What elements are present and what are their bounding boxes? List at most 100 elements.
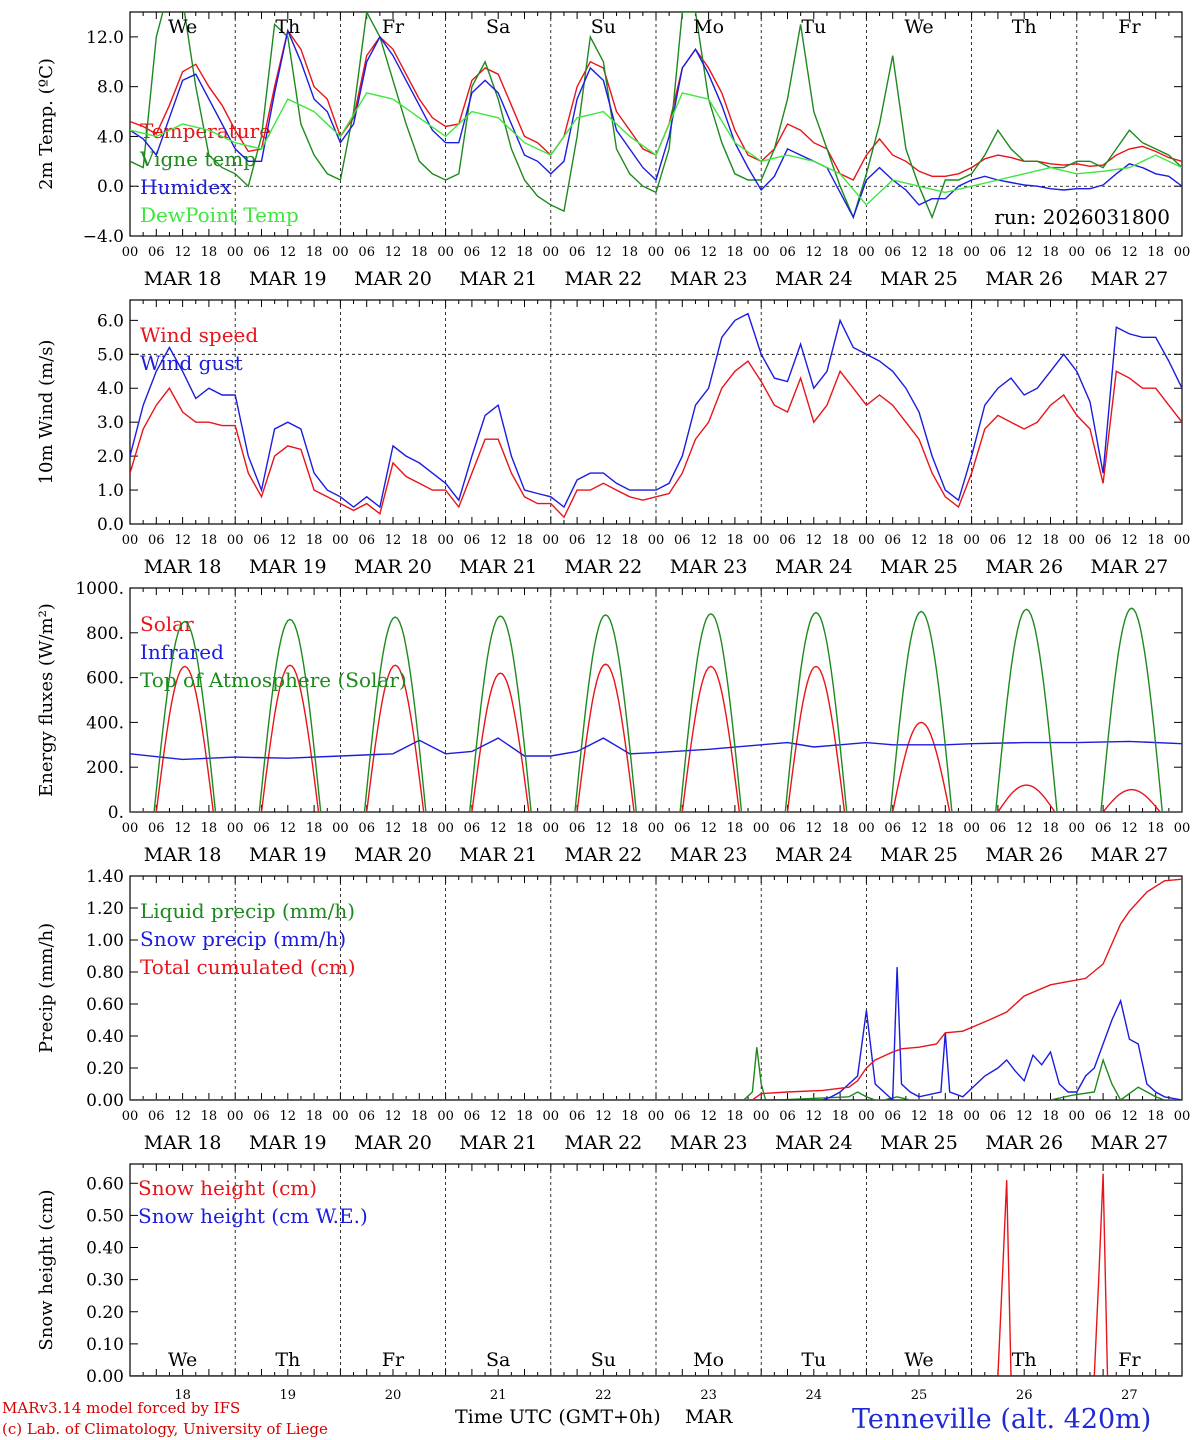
hour-tick-label: 06 (884, 821, 901, 836)
series-line-total-cumulated-cm- (130, 878, 1182, 1100)
date-label: 20 (385, 1388, 402, 1403)
date-label: MAR 27 (1091, 268, 1169, 290)
hour-tick-label: 12 (490, 1109, 507, 1124)
hour-tick-label: 00 (1174, 821, 1191, 836)
hour-tick-label: 18 (411, 1109, 428, 1124)
time-axis-title: Time UTC (GMT+0h) (455, 1406, 661, 1428)
y-axis-title: Snow height (cm) (36, 1189, 57, 1350)
hour-tick-label: 06 (674, 821, 691, 836)
series-line-solar (130, 663, 1182, 812)
hour-tick-label: 18 (306, 821, 323, 836)
series-line-vigne-temp (130, 12, 1182, 220)
y-tick-label: 200. (86, 758, 124, 778)
date-label: MAR 26 (985, 556, 1063, 578)
y-tick-label: 0.60 (86, 995, 124, 1015)
date-label: MAR 20 (354, 268, 432, 290)
date-label: MAR 24 (775, 1132, 853, 1154)
hour-tick-label: 18 (516, 1109, 533, 1124)
hour-tick-label: 18 (832, 533, 849, 548)
date-label: MAR 19 (249, 556, 327, 578)
y-tick-label: 1.40 (86, 867, 124, 887)
hour-tick-label: 12 (174, 1109, 191, 1124)
hour-tick-label: 06 (674, 1109, 691, 1124)
hour-tick-label: 12 (806, 1109, 823, 1124)
hour-tick-label: 00 (648, 821, 665, 836)
hour-tick-label: 06 (148, 533, 165, 548)
hour-tick-label: 12 (911, 1109, 928, 1124)
hour-tick-label: 06 (358, 821, 375, 836)
hour-tick-label: 00 (1069, 1109, 1086, 1124)
day-label: We (168, 16, 197, 38)
legend-entry: Snow height (cm) (138, 1176, 317, 1200)
snow-panel: 0.00 0.10 0.20 0.30 0.40 0.50 0.60 Snow height … (36, 1163, 1183, 1403)
hour-tick-label: 00 (122, 533, 139, 548)
day-label: Sa (486, 16, 510, 38)
hour-tick-label: 06 (884, 245, 901, 260)
day-label: Sa (486, 1349, 510, 1371)
y-tick-label: 0.00 (86, 1091, 124, 1111)
day-label: Fr (1118, 16, 1141, 38)
footer: MARv3.14 model forced by IFS (c) Lab. of… (2, 1399, 1151, 1438)
y-tick-label: 4.0 (97, 127, 124, 147)
hour-tick-label: 00 (332, 821, 349, 836)
series-line-infrared (130, 737, 1182, 761)
y-axis-title: Energy fluxes (W/m²) (36, 603, 57, 797)
day-label: Tu (801, 1349, 826, 1371)
hour-tick-label: 00 (1174, 533, 1191, 548)
date-label: MAR 22 (565, 1132, 643, 1154)
hour-tick-label: 12 (1121, 245, 1138, 260)
hour-tick-label: 18 (516, 245, 533, 260)
hour-tick-label: 18 (727, 245, 744, 260)
legend-entry: Top of Atmosphere (Solar) (140, 668, 407, 692)
hour-tick-label: 12 (280, 245, 297, 260)
hour-tick-label: 12 (385, 245, 402, 260)
hour-tick-label: 12 (911, 533, 928, 548)
hour-tick-label: 00 (963, 533, 980, 548)
date-label: MAR 19 (249, 844, 327, 866)
hour-tick-label: 12 (174, 245, 191, 260)
series-line-liquid-precip-mm-h- (130, 1047, 1182, 1100)
hour-tick-label: 00 (122, 821, 139, 836)
date-label: MAR 18 (144, 268, 222, 290)
hour-tick-label: 18 (1042, 821, 1059, 836)
series-line-snow-height-cm- (130, 1173, 1182, 1376)
hour-tick-label: 12 (595, 533, 612, 548)
hour-tick-label: 00 (1174, 245, 1191, 260)
legend-entry: Infrared (140, 640, 224, 664)
hour-tick-label: 00 (543, 533, 560, 548)
series-line-top-of-atmosphere-solar- (130, 607, 1182, 812)
hour-tick-label: 00 (753, 533, 770, 548)
hour-tick-label: 18 (1147, 245, 1164, 260)
hour-tick-label: 12 (700, 245, 717, 260)
hour-tick-label: 00 (1069, 245, 1086, 260)
hour-tick-label: 18 (201, 821, 218, 836)
hour-tick-label: 12 (1016, 533, 1033, 548)
hour-tick-label: 00 (227, 533, 244, 548)
hour-tick-label: 18 (1042, 533, 1059, 548)
hour-tick-label: 00 (227, 245, 244, 260)
hour-tick-label: 00 (753, 245, 770, 260)
y-axis-title: Precip (mm/h) (36, 923, 57, 1053)
y-tick-label: 0.30 (86, 1271, 124, 1291)
hour-tick-label: 06 (779, 245, 796, 260)
y-tick-label: 1.0 (97, 481, 124, 501)
y-tick-label: 0.0 (97, 515, 124, 535)
day-label: Th (275, 1349, 300, 1371)
hour-tick-label: 00 (437, 245, 454, 260)
hour-tick-label: 12 (1016, 821, 1033, 836)
legend-entry: Snow precip (mm/h) (140, 927, 346, 951)
hour-tick-label: 18 (937, 245, 954, 260)
series-line-dewpoint-temp (130, 92, 1182, 206)
wind-panel: 0.0 1.0 2.0 3.0 4.0 5.0 6.0 10m Wind (m/s) Wind … (36, 299, 1191, 578)
y-tick-label: 1.20 (86, 899, 124, 919)
hour-tick-label: 18 (411, 245, 428, 260)
y-tick-label: −4.0 (83, 227, 124, 247)
hour-tick-label: 12 (1016, 1109, 1033, 1124)
y-tick-label: 800. (86, 624, 124, 644)
date-label: MAR 26 (985, 1132, 1063, 1154)
y-tick-label: 600. (86, 669, 124, 689)
y-tick-label: 0.50 (86, 1206, 124, 1226)
hour-tick-label: 06 (674, 245, 691, 260)
date-label: MAR 26 (985, 268, 1063, 290)
y-axis-title: 10m Wind (m/s) (36, 340, 57, 485)
